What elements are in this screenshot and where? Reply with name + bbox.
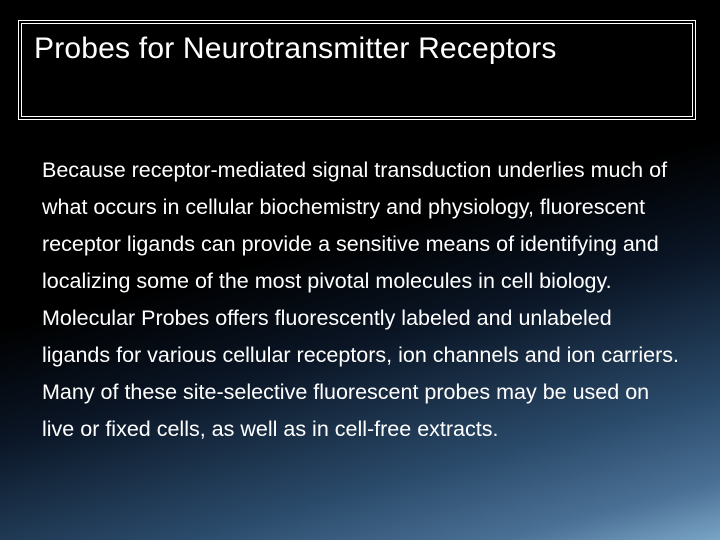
slide-body-text: Because receptor-mediated signal transdu…	[42, 152, 682, 448]
body-container: Because receptor-mediated signal transdu…	[42, 152, 682, 448]
slide: Probes for Neurotransmitter Receptors Be…	[0, 0, 720, 540]
title-container: Probes for Neurotransmitter Receptors	[18, 20, 696, 120]
slide-title: Probes for Neurotransmitter Receptors	[34, 32, 557, 66]
